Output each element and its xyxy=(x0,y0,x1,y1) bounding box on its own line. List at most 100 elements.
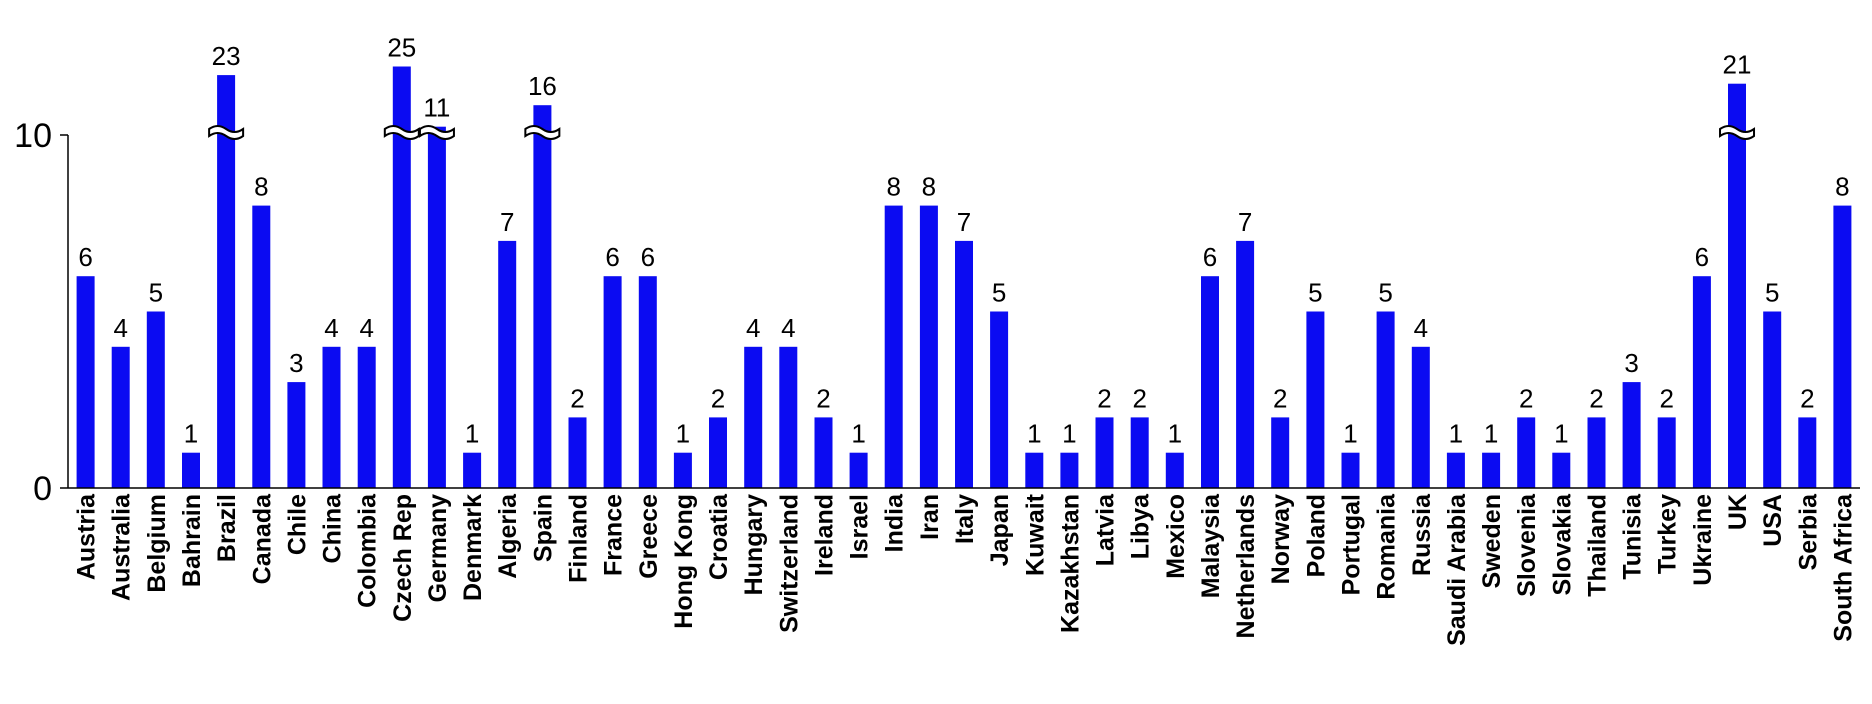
bar xyxy=(1728,83,1746,488)
x-tick-label: Denmark xyxy=(459,494,487,601)
data-label: 2 xyxy=(1519,383,1533,413)
bar xyxy=(1165,452,1184,488)
data-label: 8 xyxy=(886,172,900,202)
bar xyxy=(1130,417,1149,488)
x-tick-label: China xyxy=(319,493,347,564)
data-label: 11 xyxy=(423,93,450,123)
x-tick-label: Austria xyxy=(73,493,101,580)
axis-break-mark xyxy=(524,125,561,140)
axis-break-mark xyxy=(1719,125,1756,140)
axis-break-mark xyxy=(208,125,245,140)
x-tick-label: Algeria xyxy=(494,493,522,579)
data-label: 7 xyxy=(957,207,971,237)
bar xyxy=(427,126,446,488)
bar xyxy=(287,382,306,488)
bar xyxy=(603,276,622,488)
bar xyxy=(638,276,657,488)
data-label: 4 xyxy=(746,313,760,343)
x-tick-label: Portugal xyxy=(1338,494,1366,595)
x-tick-label: Mexico xyxy=(1162,494,1190,579)
x-tick-label: Chile xyxy=(283,494,311,555)
data-label: 1 xyxy=(465,419,479,449)
data-label: 2 xyxy=(570,383,584,413)
data-label: 1 xyxy=(1449,419,1463,449)
x-tick-label: Russia xyxy=(1408,493,1436,576)
data-label: 5 xyxy=(1308,278,1322,308)
data-label: 6 xyxy=(641,242,655,272)
data-label: 16 xyxy=(528,71,557,101)
data-label: 1 xyxy=(1168,419,1182,449)
bar xyxy=(533,105,552,488)
bar xyxy=(1692,276,1711,488)
data-label: 2 xyxy=(1273,383,1287,413)
bar xyxy=(1798,417,1817,488)
bar xyxy=(1376,311,1395,488)
y-tick-label: 0 xyxy=(33,470,52,508)
x-tick-label: Kuwait xyxy=(1021,493,1049,576)
y-tick-labels-group: 0 10 xyxy=(14,117,52,508)
bar xyxy=(919,205,938,488)
bar xyxy=(1552,452,1571,488)
data-label: 1 xyxy=(1027,419,1041,449)
x-tick-label: Japan xyxy=(986,494,1014,566)
data-label: 25 xyxy=(387,33,416,63)
data-label: 23 xyxy=(212,41,241,71)
x-tick-label: Sweden xyxy=(1478,494,1506,588)
x-tick-label: Italy xyxy=(951,494,979,544)
x-tick-label: Hungary xyxy=(740,494,768,596)
data-label: 2 xyxy=(1800,383,1814,413)
axis-break-mark xyxy=(383,125,420,140)
x-tick-label: Israel xyxy=(846,494,874,559)
data-label: 1 xyxy=(851,419,865,449)
bar xyxy=(779,346,798,488)
bar xyxy=(1833,205,1852,488)
bar xyxy=(1025,452,1044,488)
data-label: 4 xyxy=(113,313,127,343)
bar xyxy=(1271,417,1290,488)
x-tick-label: UK xyxy=(1724,494,1752,530)
bar xyxy=(673,452,692,488)
x-tick-label: India xyxy=(881,493,909,552)
bar xyxy=(463,452,482,488)
bar xyxy=(814,417,833,488)
data-label: 4 xyxy=(324,313,338,343)
bar xyxy=(849,452,868,488)
x-tick-label: Latvia xyxy=(1092,493,1120,566)
data-label: 2 xyxy=(816,383,830,413)
x-tick-label: Germany xyxy=(424,494,452,602)
bar xyxy=(146,311,165,488)
y-tick-label: 10 xyxy=(14,117,52,155)
x-tick-label: Ireland xyxy=(811,494,839,576)
data-label: 5 xyxy=(992,278,1006,308)
bar xyxy=(498,240,517,488)
data-label: 8 xyxy=(922,172,936,202)
bars-group xyxy=(76,66,1852,488)
bar xyxy=(1236,240,1255,488)
data-label: 2 xyxy=(711,383,725,413)
data-label: 7 xyxy=(1238,207,1252,237)
data-label: 4 xyxy=(781,313,795,343)
x-tick-label: Canada xyxy=(248,493,276,584)
x-tick-label: Kazakhstan xyxy=(1056,494,1084,633)
bar xyxy=(392,66,411,488)
data-label: 6 xyxy=(1695,242,1709,272)
category-labels-group: Austria Australia Belgium Bahrain Brazil Cana… xyxy=(73,493,1858,646)
bar xyxy=(1517,417,1536,488)
axis-break-mark xyxy=(418,125,455,140)
x-tick-label: Brazil xyxy=(213,494,241,562)
x-tick-label: Hong Kong xyxy=(670,494,698,629)
bar xyxy=(76,276,95,488)
x-tick-label: Finland xyxy=(565,494,593,583)
bar xyxy=(1657,417,1676,488)
bar xyxy=(1763,311,1782,488)
x-tick-label: Switzerland xyxy=(775,494,803,633)
data-label: 8 xyxy=(1835,172,1849,202)
x-tick-label: Libya xyxy=(1127,493,1155,559)
data-label: 2 xyxy=(1097,383,1111,413)
data-label: 1 xyxy=(1554,419,1568,449)
data-label: 2 xyxy=(1659,383,1673,413)
data-label: 2 xyxy=(1132,383,1146,413)
x-tick-label: South Africa xyxy=(1829,493,1857,642)
bar xyxy=(252,205,271,488)
